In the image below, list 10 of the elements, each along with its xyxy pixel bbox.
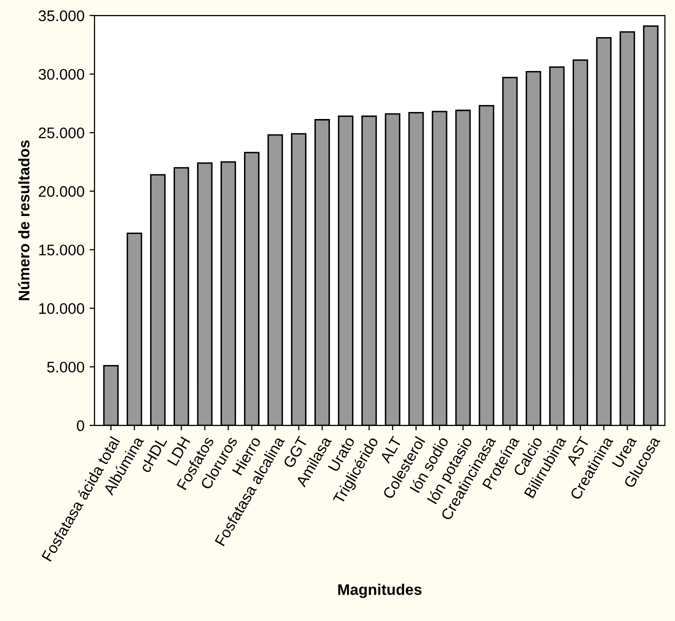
y-tick-label: 25.000 — [38, 127, 84, 138]
y-tick-label: 20.000 — [38, 186, 84, 197]
x-axis-title: Magnitudes — [338, 584, 422, 598]
y-tick-label: 10.000 — [39, 303, 84, 314]
y-tick-label: 30.000 — [38, 68, 84, 80]
y-tick-label: 15.000 — [39, 244, 84, 256]
y-tick-label: 5.000 — [47, 362, 84, 373]
y-tick-label: 0 — [76, 420, 84, 432]
y-tick-label: 35.000 — [38, 10, 84, 22]
y-axis-title: Número de resultados — [18, 140, 30, 300]
